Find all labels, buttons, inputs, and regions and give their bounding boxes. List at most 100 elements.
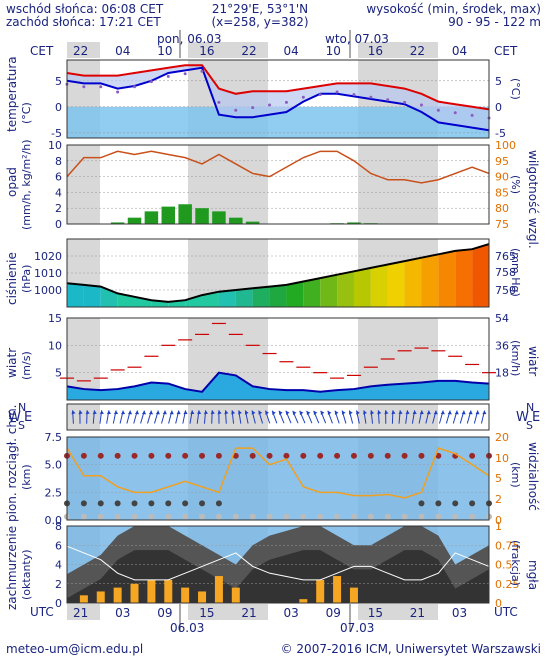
temp-dewpoint-dot-22 (436, 108, 440, 112)
wind-dir-arrow-56 (459, 410, 466, 424)
cloud-high-dot-20 (401, 452, 408, 459)
wind-dir-arrow-28 (264, 410, 271, 424)
visibility-unit: (km) (509, 462, 522, 488)
fog-bar-10 (231, 587, 240, 603)
night-axis-top-2 (358, 42, 438, 58)
wind-dir-head-45 (384, 410, 389, 415)
wind-frame (66, 317, 490, 401)
night-axis-bottom-2 (358, 604, 438, 620)
humidity-line (66, 150, 490, 184)
wind-dir-arrow-47 (398, 410, 403, 424)
wind-dir-arrow-18 (196, 410, 202, 424)
top-hour-2: 10 (157, 44, 172, 58)
pressure-area-4 (134, 296, 152, 307)
temp-max-line (66, 64, 490, 111)
visibility-tick-4: 20 (495, 431, 509, 444)
cloud-low-dot-9 (215, 513, 222, 520)
fog-bar-5 (147, 579, 156, 603)
precip-frame (66, 144, 490, 225)
bottom-tz-left: UTC (30, 605, 54, 619)
footer-copyright: © 2007-2016 ICM, Uniwersytet Warszawski (280, 642, 541, 656)
cloud-low-dot-11 (249, 513, 256, 520)
cloud-high-dot-5 (148, 452, 155, 459)
fog-tick-2: 0.5 (495, 559, 513, 572)
wind-dir-head-34 (306, 410, 311, 416)
wind-dir-arrow-1 (78, 410, 83, 424)
fog-bar-14 (299, 599, 308, 603)
cloud-low-dot-24 (469, 513, 476, 520)
cloud-high-dot-24 (469, 452, 476, 459)
humidity-y2tick-3: 90 (495, 171, 509, 184)
bottom-hour-8: 21 (410, 606, 425, 620)
temp-dewpoint-dot-9 (217, 100, 221, 104)
pressure-area-9 (218, 290, 236, 307)
fog-bar-2 (96, 591, 105, 603)
wind-dir-arrow-10 (140, 410, 147, 424)
pressure-ytick-2: 1020 (34, 250, 62, 263)
wind-dir-arrow-58 (473, 410, 480, 424)
compass-s-right: S (526, 419, 533, 432)
wind-kmh-tick-1: 36 (495, 339, 509, 352)
cloud-high-dot-13 (283, 452, 290, 459)
temp-dewpoint-dot-18 (369, 95, 373, 99)
temp-dewpoint-dot-3 (116, 90, 120, 94)
wind-dir-head-33 (299, 410, 304, 416)
pressure-mmhg-tick-2: 765 (495, 250, 516, 263)
wind-dir-shaft-57 (466, 410, 472, 424)
temp-dewpoint-dot-14 (301, 95, 305, 99)
fog-bar-8 (198, 591, 207, 603)
wind-dir-arrow-37 (327, 410, 333, 424)
wind-dir-arrow-14 (168, 410, 174, 424)
wind-dir-head-58 (475, 410, 480, 415)
cloud-low-dot-23 (452, 513, 459, 520)
cloud-mid-dot-7 (182, 500, 189, 507)
footer-email[interactable]: meteo-um@icm.edu.pl (6, 642, 144, 656)
humidity-y2tick-1: 80 (495, 202, 509, 215)
top-day-1: pon, 06.03 (157, 32, 222, 46)
wind-dir-head-6 (113, 410, 119, 415)
height-values: 90 - 95 - 122 m (448, 15, 541, 29)
pressure-area-0 (67, 283, 84, 307)
wind-dir-arrow-13 (161, 410, 167, 424)
wind-dir-head-16 (183, 410, 188, 415)
fog-bar-6 (164, 579, 173, 603)
fog-tick-1: 0.25 (495, 578, 520, 591)
cloud-base-unit: (km) (20, 464, 33, 490)
top-tz-left: CET (30, 44, 54, 58)
temp-ytick-0: -5 (51, 127, 62, 140)
wind-dir-arrow-12 (154, 410, 160, 424)
cloud-mid-dot-8 (199, 500, 206, 507)
fog-label: mgła (526, 560, 540, 591)
height-label: wysokość (min, środek, max) (366, 2, 541, 16)
wind-dir-arrow-23 (231, 410, 236, 424)
humidity-label: wilgotność wzgl. (526, 150, 540, 249)
temp-dewpoint-dot-5 (149, 80, 153, 84)
cloud-low-dot-19 (384, 513, 391, 520)
cloud-mid-dot-3 (114, 500, 121, 507)
bottom-hour-4: 21 (241, 606, 256, 620)
wind-dir-shaft-55 (452, 410, 458, 424)
cloud-high-dot-12 (266, 452, 273, 459)
wind-dir-arrow-39 (341, 410, 347, 424)
wind-dir-head-25 (244, 410, 249, 415)
wind-dir-head-15 (176, 410, 181, 415)
compass-e-left: E (24, 410, 33, 425)
visibility-tick-2: 5 (495, 472, 502, 485)
wind-dir-shaft-53 (439, 410, 444, 424)
bottom-hour-9: 03 (452, 606, 467, 620)
temp-dewpoint-dot-7 (183, 72, 187, 76)
wind-dir-arrow-24 (238, 410, 242, 424)
cloud-high-dot-18 (367, 452, 374, 459)
temp-ytick-2: 5 (55, 75, 62, 88)
wind-dir-shaft-6 (112, 410, 117, 424)
top-hour-4: 22 (241, 44, 256, 58)
wind-dir-head-18 (197, 410, 202, 415)
wind-dir-arrow-2 (85, 410, 90, 424)
temp-r-y2tick-2: 5 (495, 75, 502, 88)
temp-dewpoint-dot-8 (200, 69, 204, 73)
wind-dir-arrow-54 (445, 410, 452, 424)
wind-dir-head-43 (370, 410, 375, 415)
wind-unit-right: (km/h) (509, 340, 522, 377)
cloud-mid-dot-1 (80, 500, 87, 507)
cloudiness-ytick-2: 4 (55, 559, 62, 572)
